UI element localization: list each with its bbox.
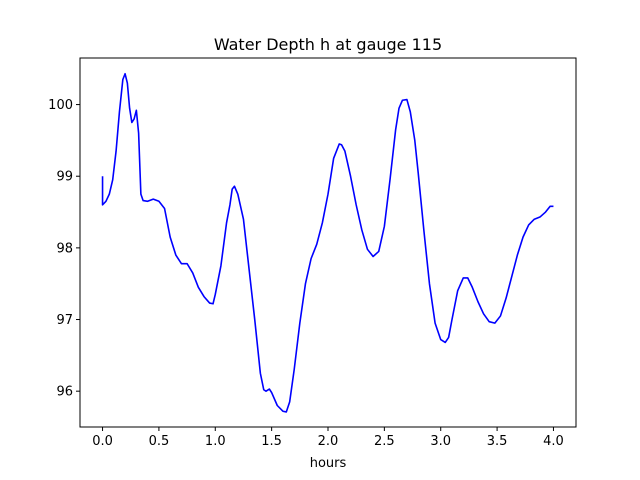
y-tick-label: 97	[56, 313, 73, 328]
x-tick-label: 3.0	[430, 434, 451, 449]
x-tick-label: 2.0	[318, 434, 339, 449]
x-tick-label: 0.0	[92, 434, 113, 449]
y-tick-label: 100	[48, 98, 73, 113]
x-tick-label: 1.5	[261, 434, 282, 449]
x-tick-label: 3.5	[487, 434, 508, 449]
y-axis-ticks: 96 97 98 99 100	[48, 98, 80, 400]
x-tick-label: 4.0	[543, 434, 564, 449]
x-tick-label: 1.0	[205, 434, 226, 449]
chart-title: Water Depth h at gauge 115	[214, 35, 442, 54]
y-tick-label: 96	[56, 385, 73, 400]
axes-frame	[79, 57, 577, 428]
y-tick-label: 98	[56, 241, 73, 256]
plot-area	[101, 72, 554, 413]
y-tick-label: 99	[56, 170, 73, 185]
series-line-0	[101, 72, 554, 413]
x-tick-label: 0.5	[149, 434, 170, 449]
x-axis-ticks: 0.0 0.5 1.0 1.5 2.0 2.5 3.0 3.5 4.0	[92, 427, 564, 449]
x-tick-label: 2.5	[374, 434, 395, 449]
x-axis-label: hours	[310, 456, 347, 471]
